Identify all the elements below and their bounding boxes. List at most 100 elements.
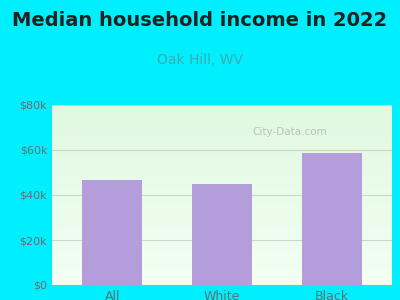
Bar (52, 208, 392, 209)
Bar (52, 127, 392, 128)
Bar (52, 204, 392, 206)
Bar (52, 119, 392, 121)
Bar (52, 163, 392, 164)
Bar (52, 220, 392, 222)
Bar (52, 145, 392, 146)
Bar (52, 263, 392, 265)
Bar (52, 260, 392, 262)
Bar (52, 118, 392, 119)
Bar (52, 143, 392, 145)
Bar (52, 150, 392, 152)
Bar (52, 267, 392, 269)
Bar (52, 283, 392, 285)
Bar (52, 175, 392, 177)
Bar (52, 128, 392, 130)
Bar (192, 184, 252, 285)
Bar (52, 164, 392, 166)
Bar (52, 146, 392, 148)
Bar (52, 107, 392, 109)
Bar (52, 105, 392, 107)
Bar (52, 274, 392, 276)
Bar (52, 226, 392, 227)
Text: City-Data.com: City-Data.com (253, 127, 327, 137)
Bar (52, 130, 392, 132)
Bar (52, 190, 392, 191)
Bar (52, 193, 392, 195)
Bar (52, 251, 392, 253)
Bar (52, 229, 392, 231)
Bar (52, 211, 392, 213)
Text: Oak Hill, WV: Oak Hill, WV (157, 53, 243, 67)
Bar (52, 168, 392, 170)
Bar (52, 262, 392, 263)
Bar (52, 281, 392, 283)
Bar (52, 139, 392, 141)
Bar (52, 116, 392, 118)
Bar (52, 278, 392, 280)
Bar (52, 109, 392, 110)
Bar (52, 213, 392, 215)
Bar (52, 217, 392, 218)
Bar (52, 161, 392, 163)
Bar (52, 272, 392, 274)
Bar (52, 154, 392, 155)
Bar (52, 170, 392, 172)
Bar (52, 172, 392, 173)
Bar (52, 188, 392, 190)
Bar (52, 240, 392, 242)
Bar (52, 195, 392, 197)
Bar (52, 231, 392, 233)
Bar (52, 233, 392, 235)
Bar (52, 245, 392, 247)
Bar (52, 269, 392, 271)
Bar (52, 155, 392, 157)
Bar (52, 114, 392, 116)
Bar (52, 184, 392, 186)
Bar (52, 209, 392, 211)
Bar (52, 159, 392, 161)
Bar (52, 173, 392, 175)
Bar (52, 166, 392, 168)
Bar (52, 253, 392, 254)
Bar (52, 199, 392, 200)
Bar (52, 244, 392, 245)
Bar (52, 242, 392, 244)
Bar (52, 137, 392, 139)
Bar (52, 249, 392, 251)
Bar (52, 182, 392, 184)
Bar (52, 123, 392, 125)
Bar (52, 238, 392, 240)
Bar (52, 236, 392, 238)
Bar (52, 132, 392, 134)
Bar (302, 153, 362, 285)
Bar (52, 224, 392, 226)
Bar (52, 157, 392, 159)
Bar (52, 152, 392, 154)
Bar (52, 235, 392, 236)
Bar (52, 218, 392, 220)
Bar (52, 254, 392, 256)
Bar (52, 227, 392, 229)
Bar (52, 271, 392, 272)
Bar (52, 222, 392, 224)
Bar (52, 215, 392, 217)
Bar (52, 112, 392, 114)
Bar (52, 121, 392, 123)
Bar (52, 134, 392, 136)
Bar (52, 186, 392, 188)
Bar (52, 247, 392, 249)
Bar (52, 265, 392, 267)
Text: Median household income in 2022: Median household income in 2022 (12, 11, 388, 31)
Bar (52, 280, 392, 281)
Bar (52, 258, 392, 260)
Bar (52, 141, 392, 143)
Bar (52, 276, 392, 278)
Bar (52, 191, 392, 193)
Bar (52, 202, 392, 204)
Bar (52, 177, 392, 179)
Bar (52, 206, 392, 208)
Bar (52, 136, 392, 137)
Bar (52, 200, 392, 202)
Bar (52, 125, 392, 127)
Bar (52, 197, 392, 199)
